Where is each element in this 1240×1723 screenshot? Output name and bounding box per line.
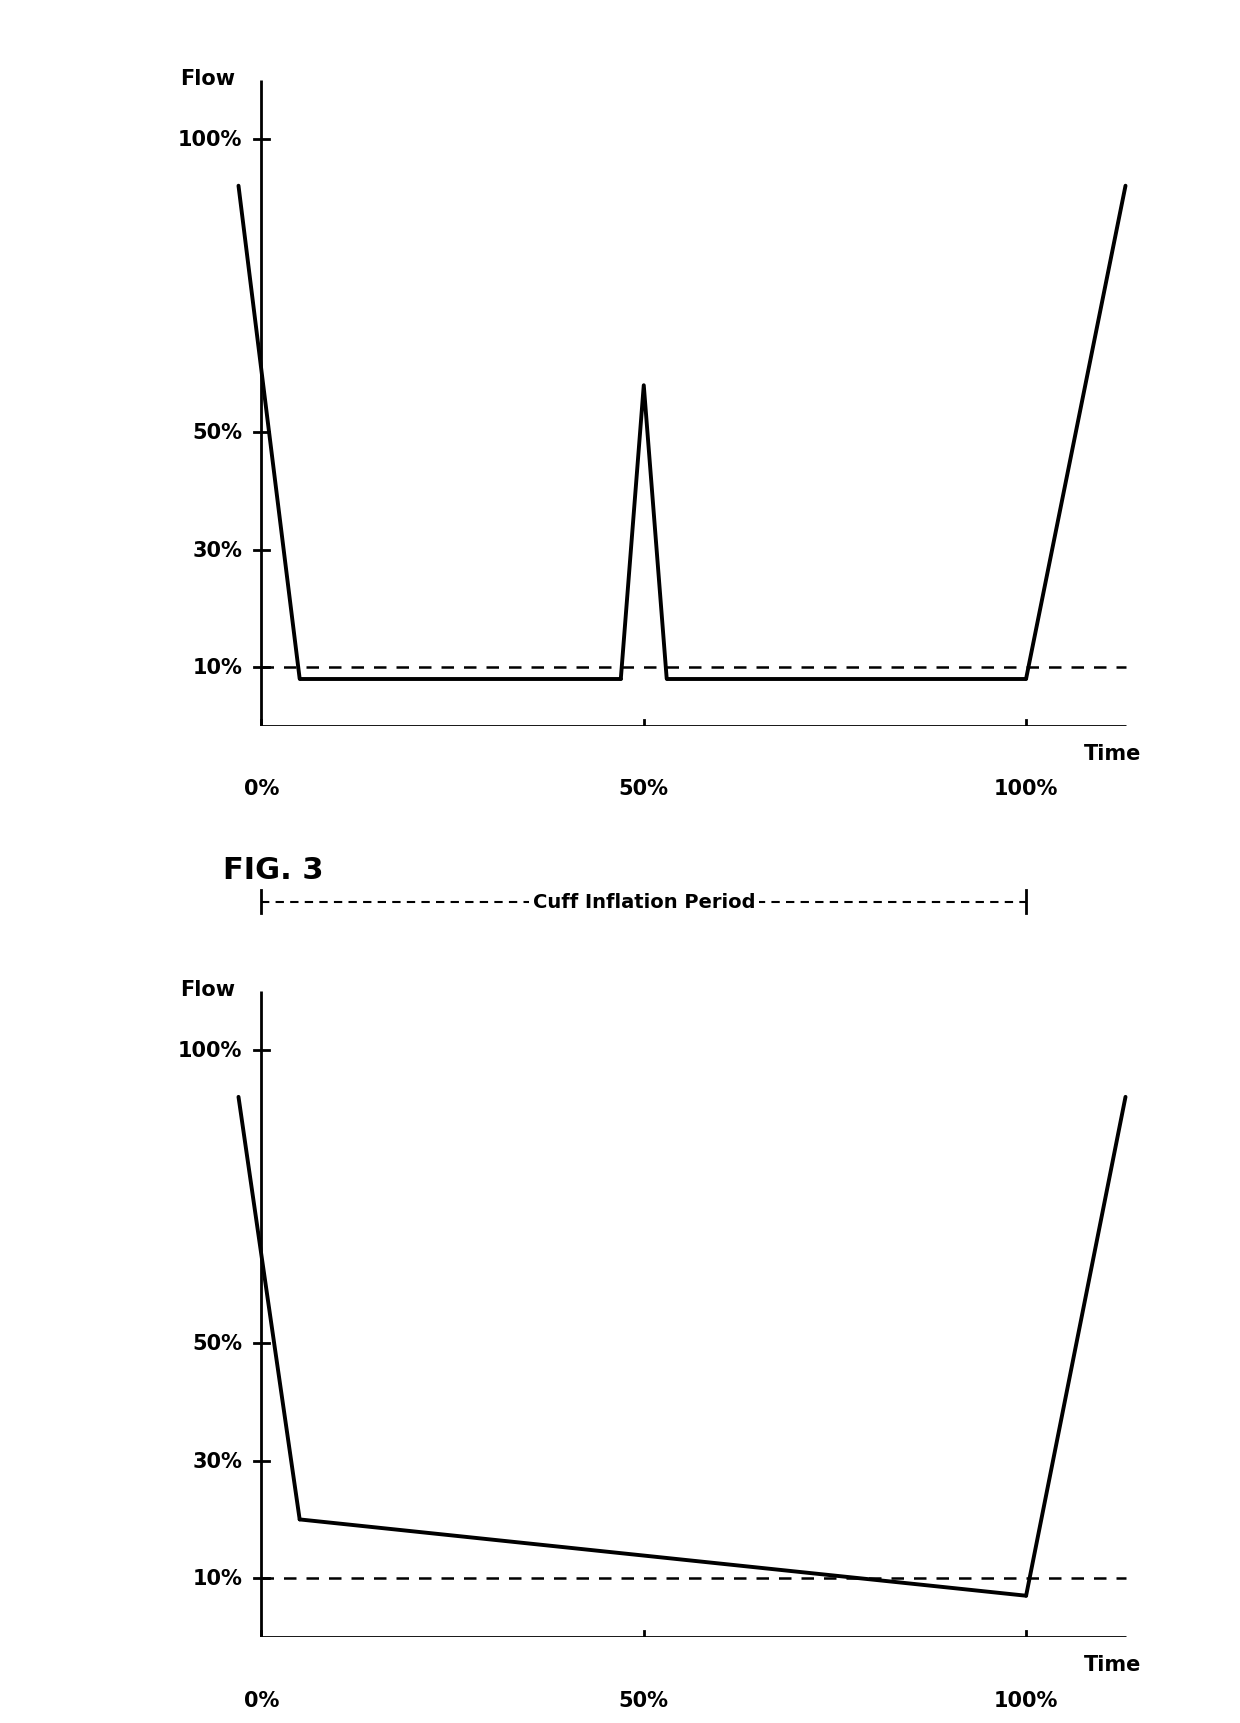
Text: 30%: 30%	[192, 1451, 242, 1471]
Text: 10%: 10%	[192, 658, 242, 677]
Text: Flow: Flow	[180, 69, 234, 90]
Text: 0%: 0%	[244, 1690, 279, 1709]
Text: 100%: 100%	[179, 129, 242, 150]
Text: 50%: 50%	[619, 779, 668, 799]
Text: 0%: 0%	[244, 779, 279, 799]
Text: 100%: 100%	[179, 1041, 242, 1060]
Text: FIG. 3: FIG. 3	[223, 855, 324, 884]
Text: 50%: 50%	[192, 422, 242, 443]
Text: Flow: Flow	[180, 980, 234, 999]
Text: Time: Time	[1084, 1654, 1141, 1675]
Text: 50%: 50%	[192, 1334, 242, 1354]
Text: 100%: 100%	[994, 779, 1058, 799]
Text: 30%: 30%	[192, 541, 242, 560]
Text: 10%: 10%	[192, 1568, 242, 1589]
Text: 100%: 100%	[994, 1690, 1058, 1709]
Text: Time: Time	[1084, 744, 1141, 763]
Text: 50%: 50%	[619, 1690, 668, 1709]
Text: Cuff Inflation Period: Cuff Inflation Period	[532, 893, 755, 911]
